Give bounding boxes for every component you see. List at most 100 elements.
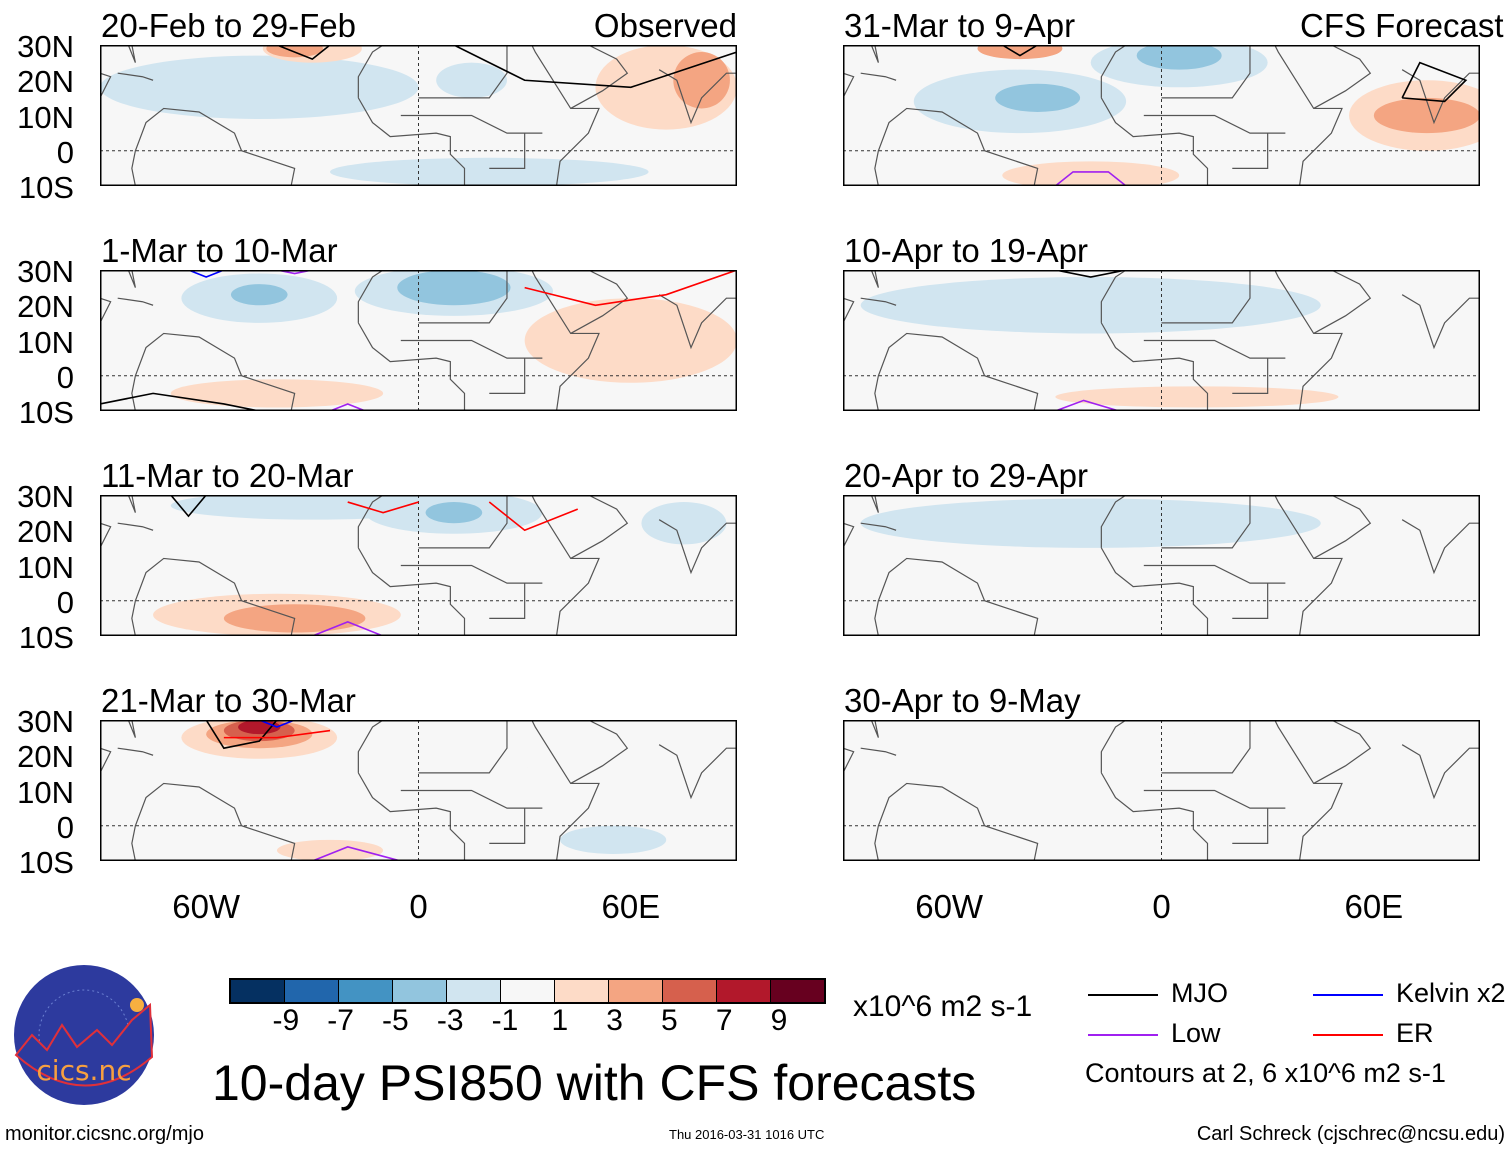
coastline	[357, 45, 384, 98]
coastline	[860, 522, 897, 531]
anomaly-region	[425, 502, 483, 524]
coastline	[1232, 808, 1269, 844]
anomaly-region	[860, 498, 1321, 548]
contour-mjo	[205, 720, 278, 750]
lat-label: 20N	[17, 514, 74, 550]
contour-mjo	[170, 495, 207, 518]
coastline	[127, 720, 136, 738]
panel-title: 1-Mar to 10-Mar	[101, 232, 338, 269]
contour-er	[347, 501, 419, 514]
legend-label: Low	[1171, 1018, 1221, 1048]
units-label: x10^6 m2 s-1	[853, 990, 1033, 1023]
lat-label: 20N	[17, 289, 74, 325]
coastline	[418, 495, 508, 549]
coastline	[874, 107, 1039, 186]
coastline	[100, 72, 112, 99]
coastline	[117, 297, 154, 306]
svg-text:cics.nc: cics.nc	[36, 1054, 131, 1087]
lon-label: 0	[1152, 888, 1171, 925]
coastline	[1232, 133, 1269, 169]
coastline	[489, 133, 526, 169]
map-panel	[100, 495, 737, 636]
figure-title: 10-day PSI850 with CFS forecasts	[212, 1055, 977, 1111]
map-panel	[843, 720, 1480, 861]
coastline	[489, 808, 526, 844]
coastline	[1100, 270, 1127, 323]
coastline	[1161, 495, 1251, 549]
lat-label: 10N	[17, 99, 74, 135]
anomaly-region	[860, 277, 1321, 334]
coastline	[870, 270, 879, 288]
panel-title: 10-Apr to 19-Apr	[844, 232, 1088, 269]
coastline	[117, 72, 154, 81]
contour-mjo	[1055, 270, 1127, 278]
coastline	[100, 522, 112, 549]
anomaly-region	[170, 379, 384, 408]
contour-low	[1054, 171, 1127, 186]
coastline	[117, 747, 154, 756]
coastline	[531, 720, 600, 861]
panel-title: 21-Mar to 30-Mar	[101, 682, 356, 719]
coastline	[1401, 519, 1480, 575]
colorbar-swatch	[717, 980, 771, 1002]
footer-url[interactable]: monitor.cicsnc.org/mjo	[5, 1123, 204, 1145]
anomaly-region	[276, 839, 384, 861]
coastline	[1274, 270, 1343, 411]
cics-logo: cics.nc	[14, 965, 154, 1105]
coastline	[1274, 495, 1343, 636]
map-panel	[100, 45, 737, 186]
coastline	[1161, 720, 1251, 774]
coastline	[874, 557, 1039, 636]
anomaly-region	[397, 270, 511, 306]
coastline	[870, 720, 879, 738]
map-panel	[843, 495, 1480, 636]
coastline	[843, 72, 855, 99]
anomaly-region	[641, 502, 727, 545]
coastline	[658, 69, 737, 125]
contour-note: Contours at 2, 6 x10^6 m2 s-1	[1085, 1058, 1446, 1088]
coastline	[1232, 358, 1269, 394]
legend-line	[1313, 994, 1383, 996]
map-panel	[100, 720, 737, 861]
coastline	[117, 522, 154, 531]
coastline	[1313, 270, 1372, 334]
coastline	[1100, 495, 1127, 548]
coastline	[860, 747, 897, 756]
colorbar-swatch	[393, 980, 447, 1002]
coastline	[131, 332, 296, 411]
coastline	[658, 294, 737, 350]
anomaly-region	[673, 52, 730, 109]
coastline	[1161, 270, 1251, 324]
anomaly-region	[230, 284, 288, 306]
coastline	[1100, 772, 1209, 861]
coastline	[658, 519, 737, 575]
coastline	[870, 495, 879, 513]
coastline	[357, 270, 384, 323]
contour-mjo	[276, 45, 331, 61]
coastline	[357, 547, 466, 636]
lon-label: 60W	[915, 888, 984, 925]
coastline	[127, 495, 136, 513]
coastline	[531, 495, 600, 636]
lat-label: 0	[56, 134, 74, 170]
lat-label: 30N	[17, 479, 74, 514]
coastline	[1161, 45, 1251, 99]
colorbar-swatch	[339, 980, 393, 1002]
coastline	[874, 332, 1039, 411]
lat-label: 10N	[17, 324, 74, 360]
legend-line	[1313, 1034, 1383, 1036]
colorbar-tick-label: 7	[715, 1004, 733, 1037]
lat-label: 30N	[17, 254, 74, 289]
coastline	[570, 720, 629, 784]
panel-title: 20-Feb to 29-Feb	[101, 7, 356, 44]
anomaly-region	[330, 157, 649, 186]
lon-label: 60W	[172, 888, 241, 925]
coastline	[658, 744, 737, 800]
coastline	[357, 772, 466, 861]
coastline	[843, 297, 855, 324]
panel-title: 20-Apr to 29-Apr	[844, 457, 1088, 494]
coastline	[870, 45, 879, 63]
coastline	[1401, 69, 1480, 125]
contour-er	[488, 501, 579, 532]
lat-label: 10S	[18, 620, 74, 655]
